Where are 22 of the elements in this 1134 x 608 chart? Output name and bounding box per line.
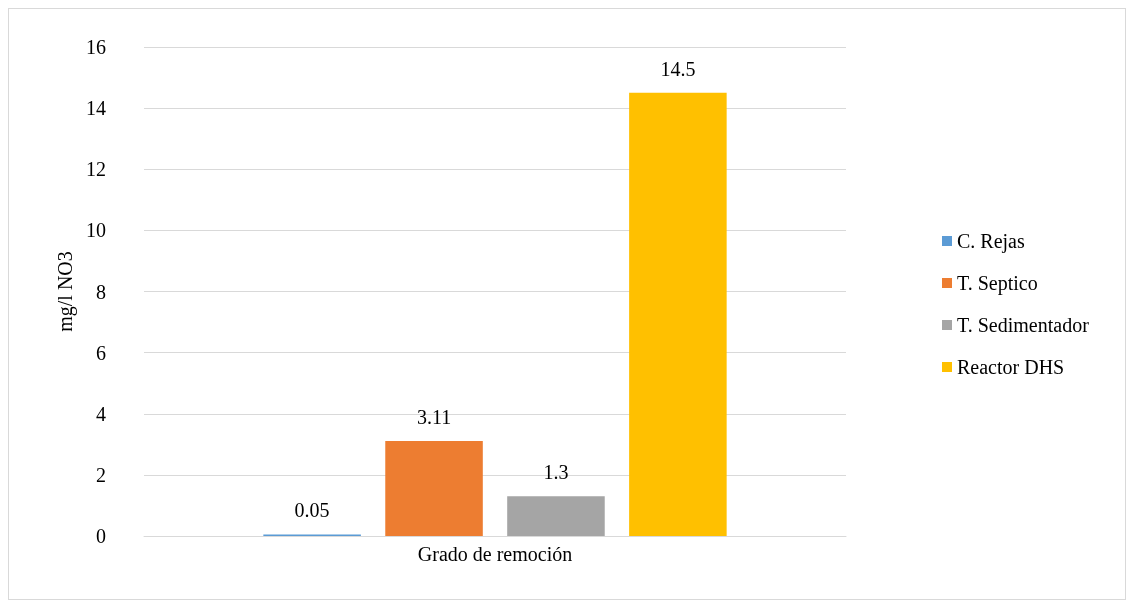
data-label: 3.11 <box>416 405 452 428</box>
y-tick-label: 0 <box>96 525 106 547</box>
y-tick-label: 14 <box>86 97 106 120</box>
y-tick-label: 10 <box>86 219 106 242</box>
data-label: 0.05 <box>294 499 330 522</box>
x-tick-label: Grado de remoción <box>417 543 573 565</box>
bar <box>385 440 483 536</box>
legend-label: Reactor DHS <box>957 356 1065 378</box>
bar <box>507 496 605 536</box>
legend-label: T. Septico <box>957 272 1038 295</box>
data-label: 14.5 <box>660 57 696 80</box>
y-tick-label: 2 <box>96 463 106 486</box>
legend-label: C. Rejas <box>957 230 1025 253</box>
bar <box>629 92 727 536</box>
legend-label: T. Sedimentador <box>957 314 1090 336</box>
y-tick-label: 8 <box>96 280 106 303</box>
y-tick-label: 16 <box>86 36 106 58</box>
data-label: 1.3 <box>543 461 569 484</box>
y-tick-label: 4 <box>96 402 106 425</box>
y-tick-label: 12 <box>86 158 106 181</box>
y-axis-title: mg/l NO3 <box>54 251 78 332</box>
y-tick-label: 6 <box>96 341 106 364</box>
